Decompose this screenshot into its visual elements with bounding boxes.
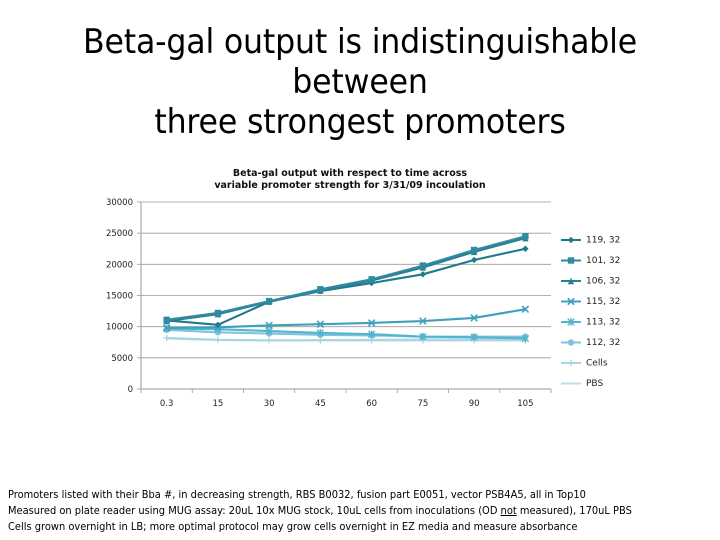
series-marker <box>419 271 427 278</box>
series-marker <box>521 334 530 343</box>
y-axis-tick-label: 0 <box>128 385 133 395</box>
y-axis-tick-label: 5000 <box>111 354 133 364</box>
x-axis-tick-label: 30 <box>264 399 275 409</box>
series-marker <box>265 321 273 330</box>
x-axis-tick-label: 90 <box>469 399 480 409</box>
x-axis-tick-label: 15 <box>212 399 223 409</box>
line-chart-svg: 0 5000 10000 15000 20000 25000 30000 0.3 15 30 45… <box>106 198 620 409</box>
series-marker <box>419 332 427 341</box>
series-line <box>165 237 527 323</box>
series-line <box>165 308 527 329</box>
footnote-line-3: Cells grown overnight in LB; more optima… <box>8 521 578 533</box>
x-axis-tick-labels: 0.3 15 30 45 60 75 90 105 <box>160 399 534 409</box>
page-title-line-1: Beta-gal output is indistinguishable bet… <box>82 22 638 102</box>
y-axis-tick-label: 30000 <box>106 198 133 208</box>
legend-swatch-marker <box>567 277 575 285</box>
legend-label: 112, 32 <box>586 338 620 348</box>
series-marker <box>470 314 478 322</box>
x-axis-tick-label: 105 <box>517 399 533 409</box>
footnote-line-1: Promoters listed with their Bba #, in de… <box>8 489 586 501</box>
y-axis-tick-labels: 0 5000 10000 15000 20000 25000 30000 <box>106 198 133 395</box>
series-line <box>165 327 527 340</box>
chart-title-line-2: variable promoter strength for 3/31/09 i… <box>214 180 486 191</box>
y-axis-tick-label: 10000 <box>106 323 133 333</box>
legend-label: 106, 32 <box>586 277 620 287</box>
legend-label: 119, 32 <box>586 236 620 246</box>
plot-area: 0 5000 10000 15000 20000 25000 30000 0.3 15 30 45… <box>0 160 720 410</box>
chart-container: Beta-gal output with respect to time acr… <box>0 160 720 410</box>
legend-label: 113, 32 <box>586 318 620 328</box>
footnote-line-2: Measured on plate reader using MUG assay… <box>8 503 670 519</box>
footnote-block: Promoters listed with their Bba #, in de… <box>8 487 670 535</box>
series-marker <box>317 286 324 293</box>
series-marker <box>316 329 325 337</box>
legend-label: PBS <box>586 379 603 389</box>
series-line <box>165 247 527 326</box>
x-axis-tick-label: 45 <box>315 399 326 409</box>
legend-swatch-marker <box>567 236 575 244</box>
series-marker <box>470 246 478 254</box>
legend-label: Cells <box>586 359 608 369</box>
series-marker <box>367 330 376 338</box>
series-line <box>165 235 527 321</box>
legend-swatch-marker <box>567 297 575 306</box>
legend-swatch-marker <box>567 318 575 326</box>
x-axis-tick-label: 60 <box>366 399 377 409</box>
grid-lines <box>141 201 551 359</box>
series-marker <box>521 305 530 313</box>
legend-label: 101, 32 <box>586 256 620 266</box>
series-marker <box>162 324 171 332</box>
series-marker <box>163 316 170 324</box>
x-axis-tick-label: 0.3 <box>160 399 174 409</box>
chart-title: Beta-gal output with respect to time acr… <box>180 168 520 192</box>
y-axis-tick-label: 25000 <box>106 229 133 239</box>
series-marker <box>214 321 222 328</box>
chart-legend: 119, 32 101, 32 106, 32 115, 32 113, 32 112, … <box>561 236 620 389</box>
footnote-line-2-post: measured), 170uL PBS <box>516 505 632 517</box>
footnote-emphasis-not: not <box>500 505 517 517</box>
page-title: Beta-gal output is indistinguishable bet… <box>25 22 695 142</box>
footnote-line-2-pre: Measured on plate reader using MUG assay… <box>8 505 501 517</box>
series-marker <box>316 320 325 328</box>
series-marker <box>214 336 222 343</box>
series-marker <box>214 309 222 317</box>
series-marker <box>522 233 529 240</box>
legend-swatch-marker <box>567 339 575 346</box>
legend-label: 115, 32 <box>586 297 620 307</box>
series-marker <box>470 333 478 342</box>
series-marker <box>419 317 427 325</box>
series-marker <box>470 256 478 264</box>
chart-title-line-1: Beta-gal output with respect to time acr… <box>232 168 468 179</box>
x-axis-tick-label: 75 <box>417 399 428 409</box>
series-marker <box>265 297 273 305</box>
series-marker <box>419 262 427 269</box>
y-axis-tick-label: 15000 <box>106 292 133 302</box>
series-marker <box>265 337 273 344</box>
series-marker <box>368 276 375 283</box>
axis-lines <box>137 201 552 393</box>
series-line <box>165 336 527 342</box>
series-marker <box>265 327 273 335</box>
series-marker <box>522 245 529 252</box>
series-marker <box>163 334 170 342</box>
page-title-line-2: three strongest promoters <box>154 102 566 142</box>
legend-swatch-marker <box>567 359 575 367</box>
legend-swatch-marker <box>567 257 575 264</box>
series-marker <box>367 319 376 327</box>
y-axis-tick-label: 20000 <box>106 260 133 270</box>
data-series-layer <box>162 233 530 344</box>
series-marker <box>317 337 324 344</box>
